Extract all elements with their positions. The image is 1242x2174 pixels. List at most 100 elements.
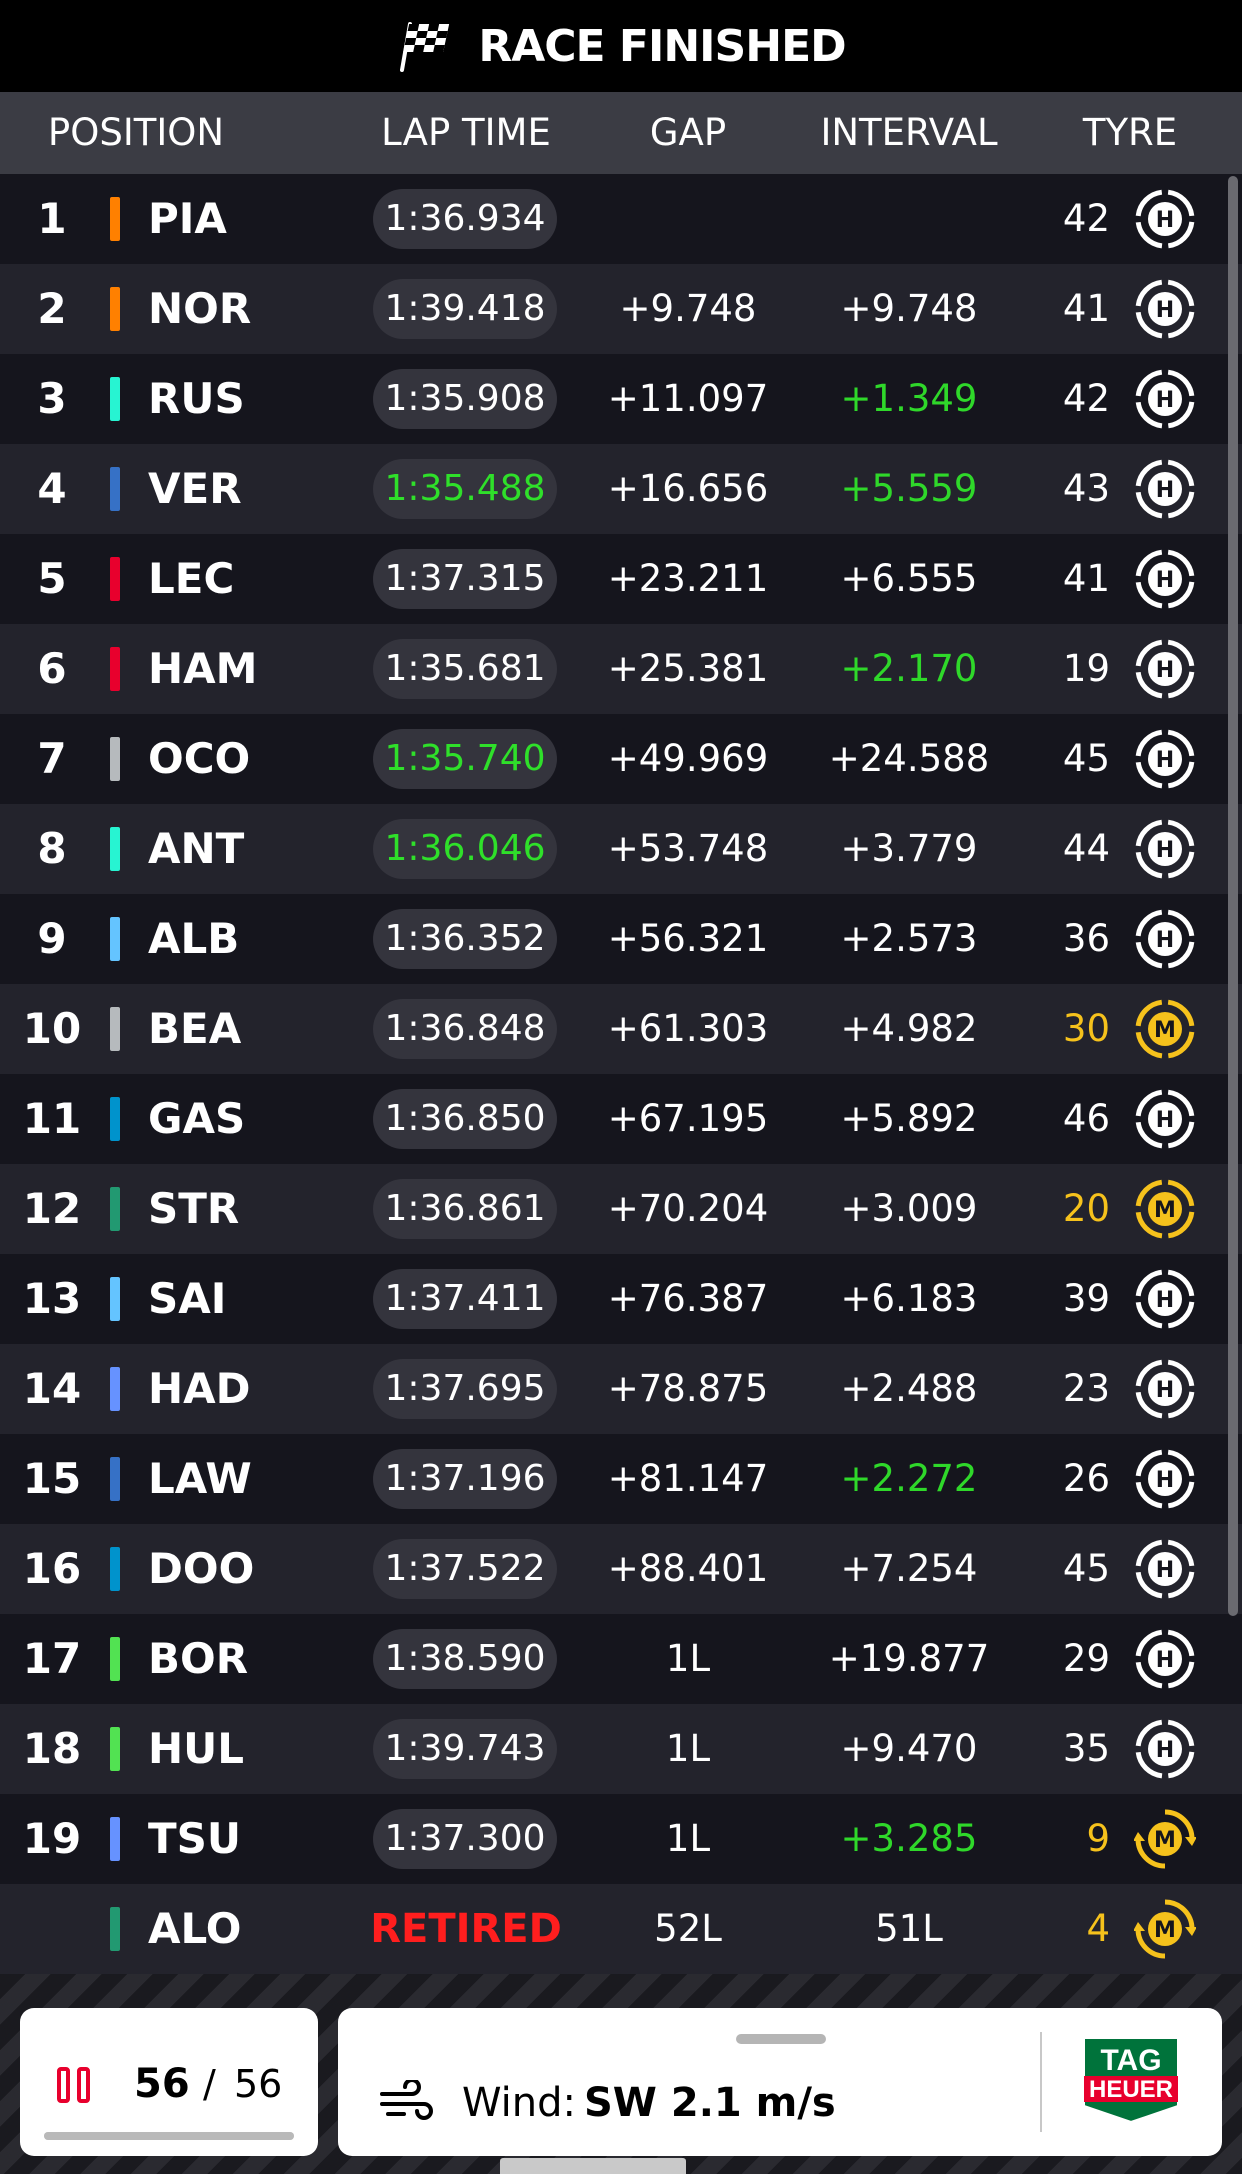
svg-text:M: M (1154, 1018, 1176, 1043)
hard-tyre-icon: H (1135, 819, 1195, 879)
drag-handle[interactable] (736, 2034, 826, 2044)
svg-text:M: M (1154, 1828, 1176, 1853)
driver-code[interactable]: HUL (148, 1724, 245, 1773)
driver-code[interactable]: ALB (148, 914, 240, 963)
gap-value: 52L (654, 1907, 722, 1950)
driver-code[interactable]: LAW (148, 1454, 252, 1503)
lap-time: 1:36.352 (373, 909, 557, 969)
gap-value: +61.303 (607, 1007, 769, 1050)
driver-code[interactable]: GAS (148, 1094, 246, 1143)
hard-tyre-icon: H (1135, 1089, 1195, 1149)
driver-code[interactable]: HAD (148, 1364, 251, 1413)
team-color-bar (110, 287, 120, 331)
interval-value: +5.892 (840, 1097, 978, 1140)
lap-counter-card[interactable]: 56 / 56 (20, 2008, 318, 2156)
lap-time: 1:37.300 (373, 1809, 557, 1869)
tyre-laps: 43 (1062, 467, 1110, 510)
position-number: 13 (22, 1274, 82, 1323)
driver-code[interactable]: VER (148, 464, 242, 513)
lap-time: 1:36.848 (373, 999, 557, 1059)
interval-value: +19.877 (828, 1637, 990, 1680)
table-row[interactable]: 6 HAM 1:35.681 +25.381 +2.170 19 H (0, 624, 1242, 714)
gap-value: +78.875 (607, 1367, 769, 1410)
table-row[interactable]: 16 DOO 1:37.522 +88.401 +7.254 45 H (0, 1524, 1242, 1614)
driver-code[interactable]: OCO (148, 734, 251, 783)
table-row[interactable]: 11 GAS 1:36.850 +67.195 +5.892 46 H (0, 1074, 1242, 1164)
table-row[interactable]: 15 LAW 1:37.196 +81.147 +2.272 26 H (0, 1434, 1242, 1524)
lap-time: 1:37.196 (373, 1449, 557, 1509)
driver-code[interactable]: DOO (148, 1544, 255, 1593)
header-interval[interactable]: INTERVAL (820, 111, 998, 154)
tyre-laps: 44 (1062, 827, 1110, 870)
driver-code[interactable]: ALO (148, 1904, 242, 1953)
gap-value: +16.656 (607, 467, 769, 510)
driver-code[interactable]: LEC (148, 554, 235, 603)
page-title: RACE FINISHED (478, 20, 846, 72)
tag-heuer-logo: TAG HEUER (1083, 2037, 1179, 2124)
table-row[interactable]: 12 STR 1:36.861 +70.204 +3.009 20 M (0, 1164, 1242, 1254)
driver-code[interactable]: SAI (148, 1274, 227, 1323)
hard-tyre-icon: H (1135, 1449, 1195, 1509)
table-row[interactable]: 17 BOR 1:38.590 1L +19.877 29 H (0, 1614, 1242, 1704)
team-color-bar (110, 917, 120, 961)
position-number: 8 (37, 824, 67, 873)
hard-tyre-icon: H (1135, 639, 1195, 699)
header-lap-time[interactable]: LAP TIME (381, 111, 551, 154)
interval-value: +3.009 (840, 1187, 978, 1230)
table-row[interactable]: 8 ANT 1:36.046 +53.748 +3.779 44 H (0, 804, 1242, 894)
gap-value: +81.147 (607, 1457, 769, 1500)
table-row[interactable]: 9 ALB 1:36.352 +56.321 +2.573 36 H (0, 894, 1242, 984)
driver-code[interactable]: TSU (148, 1814, 242, 1863)
standings-list[interactable]: 1 PIA 1:36.934 42 H 2 NOR 1:39.418 +9.748 +9.748 4… (0, 174, 1242, 1974)
position-number: 16 (22, 1544, 82, 1593)
driver-code[interactable]: STR (148, 1184, 240, 1233)
gap-value: +9.748 (619, 287, 757, 330)
medium-tyre-icon: M (1134, 1809, 1196, 1869)
scrollbar[interactable] (1228, 176, 1238, 1616)
tyre-laps: 35 (1062, 1727, 1110, 1770)
table-row[interactable]: 5 LEC 1:37.315 +23.211 +6.555 41 H (0, 534, 1242, 624)
driver-code[interactable]: NOR (148, 284, 252, 333)
svg-text:H: H (1156, 1108, 1174, 1133)
table-row[interactable]: ALO RETIRED 52L 51L 4 M (0, 1884, 1242, 1974)
gap-value: +49.969 (607, 737, 769, 780)
svg-text:H: H (1156, 388, 1174, 413)
table-row[interactable]: 1 PIA 1:36.934 42 H (0, 174, 1242, 264)
header-gap[interactable]: GAP (649, 111, 727, 154)
header-tyre[interactable]: TYRE (1082, 111, 1178, 154)
lap-time: 1:39.743 (373, 1719, 557, 1779)
table-row[interactable]: 3 RUS 1:35.908 +11.097 +1.349 42 H (0, 354, 1242, 444)
gap-value: 1L (665, 1637, 711, 1680)
bottom-handle (500, 2158, 686, 2174)
table-row[interactable]: 4 VER 1:35.488 +16.656 +5.559 43 H (0, 444, 1242, 534)
table-row[interactable]: 7 OCO 1:35.740 +49.969 +24.588 45 H (0, 714, 1242, 804)
table-row[interactable]: 13 SAI 1:37.411 +76.387 +6.183 39 H (0, 1254, 1242, 1344)
gap-value: +11.097 (607, 377, 769, 420)
interval-value: +2.170 (840, 647, 978, 690)
svg-text:H: H (1156, 1738, 1174, 1763)
driver-code[interactable]: PIA (148, 194, 227, 243)
header-position[interactable]: POSITION (47, 111, 225, 154)
position-number: 9 (37, 914, 67, 963)
weather-card[interactable]: Wind: SW 2.1 m/s TAG HEUER (338, 2008, 1222, 2156)
driver-code[interactable]: BOR (148, 1634, 249, 1683)
table-row[interactable]: 10 BEA 1:36.848 +61.303 +4.982 30 M (0, 984, 1242, 1074)
driver-code[interactable]: BEA (148, 1004, 242, 1053)
interval-value: +3.779 (840, 827, 978, 870)
driver-code[interactable]: RUS (148, 374, 245, 423)
svg-text:M: M (1154, 1198, 1176, 1223)
table-row[interactable]: 19 TSU 1:37.300 1L +3.285 9 M (0, 1794, 1242, 1884)
driver-code[interactable]: ANT (148, 824, 245, 873)
position-number: 17 (22, 1634, 82, 1683)
svg-text:H: H (1156, 748, 1174, 773)
position-number: 2 (37, 284, 67, 333)
table-row[interactable]: 14 HAD 1:37.695 +78.875 +2.488 23 H (0, 1344, 1242, 1434)
driver-code[interactable]: HAM (148, 644, 258, 693)
hard-tyre-icon: H (1135, 189, 1195, 249)
position-number: 18 (22, 1724, 82, 1773)
lap-time: 1:36.850 (373, 1089, 557, 1149)
svg-text:H: H (1156, 838, 1174, 863)
table-row[interactable]: 18 HUL 1:39.743 1L +9.470 35 H (0, 1704, 1242, 1794)
table-row[interactable]: 2 NOR 1:39.418 +9.748 +9.748 41 H (0, 264, 1242, 354)
pause-icon[interactable] (56, 2066, 92, 2104)
